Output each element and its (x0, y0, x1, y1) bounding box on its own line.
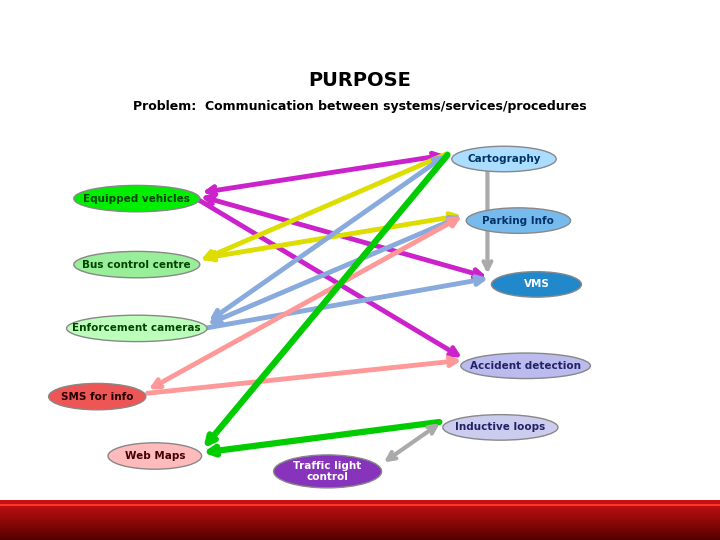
Ellipse shape (443, 415, 558, 440)
Text: The Traffic Control Centre: The Traffic Control Centre (384, 17, 709, 37)
Ellipse shape (452, 146, 556, 172)
Ellipse shape (108, 443, 202, 469)
Text: 2: 2 (42, 32, 50, 45)
Text: SMS for info: SMS for info (61, 392, 133, 402)
Text: Bus control centre: Bus control centre (83, 260, 191, 269)
Text: Inductive loops: Inductive loops (455, 422, 546, 433)
Text: Equipped vehicles: Equipped vehicles (84, 194, 190, 204)
Text: Accident detection: Accident detection (470, 361, 581, 371)
Text: PURPOSE: PURPOSE (309, 71, 411, 90)
Ellipse shape (74, 252, 200, 278)
Ellipse shape (274, 455, 382, 488)
Ellipse shape (467, 208, 571, 233)
Ellipse shape (74, 185, 200, 212)
Text: ||BO: ||BO (6, 13, 64, 38)
Text: Enforcement cameras: Enforcement cameras (73, 323, 201, 333)
Text: Traffic light
control: Traffic light control (294, 461, 361, 482)
Ellipse shape (491, 272, 582, 297)
Ellipse shape (49, 383, 145, 410)
Ellipse shape (461, 353, 590, 379)
Text: Parking Info: Parking Info (482, 215, 554, 226)
Text: VMS: VMS (523, 279, 549, 289)
Ellipse shape (67, 315, 207, 342)
Text: Web Maps: Web Maps (125, 451, 185, 461)
Text: Problem:  Communication between systems/services/procedures: Problem: Communication between systems/s… (133, 99, 587, 113)
Text: Cartography: Cartography (467, 154, 541, 164)
